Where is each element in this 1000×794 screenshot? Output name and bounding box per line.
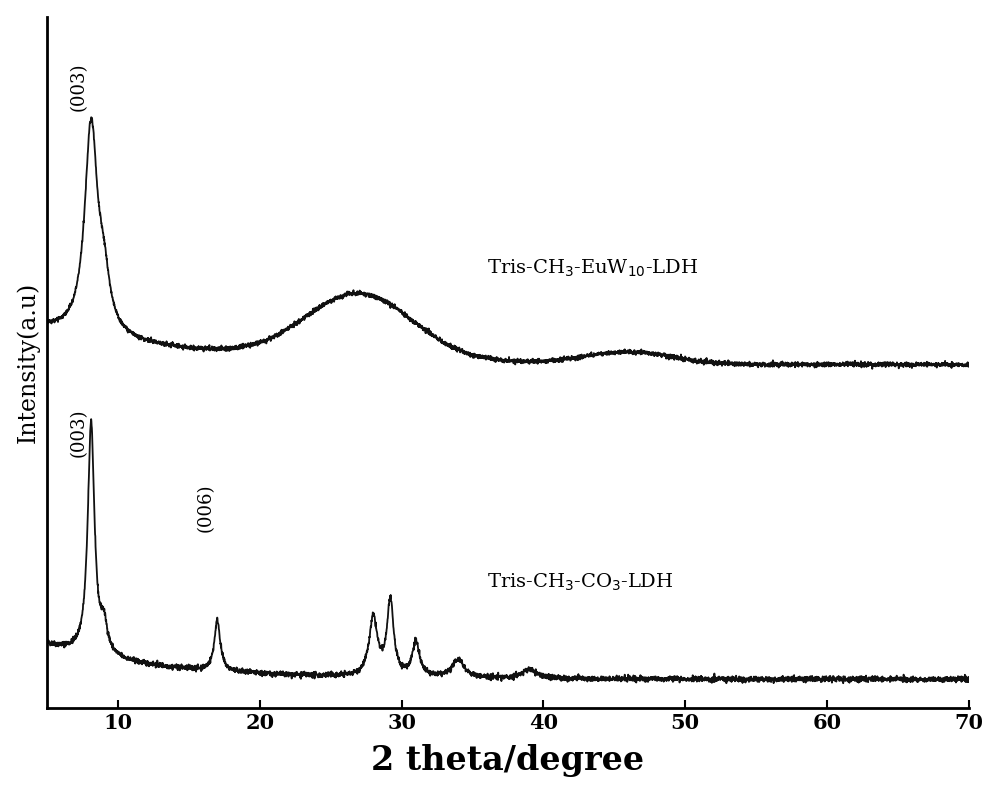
- Text: (003): (003): [69, 408, 87, 457]
- Text: Tris-CH$_3$-CO$_3$-LDH: Tris-CH$_3$-CO$_3$-LDH: [487, 572, 673, 593]
- Text: Tris-CH$_3$-EuW$_{10}$-LDH: Tris-CH$_3$-EuW$_{10}$-LDH: [487, 257, 698, 279]
- X-axis label: 2 theta/degree: 2 theta/degree: [371, 744, 645, 777]
- Text: (006): (006): [197, 484, 215, 532]
- Y-axis label: Intensity(a.u): Intensity(a.u): [17, 282, 40, 443]
- Text: (003): (003): [69, 63, 87, 111]
